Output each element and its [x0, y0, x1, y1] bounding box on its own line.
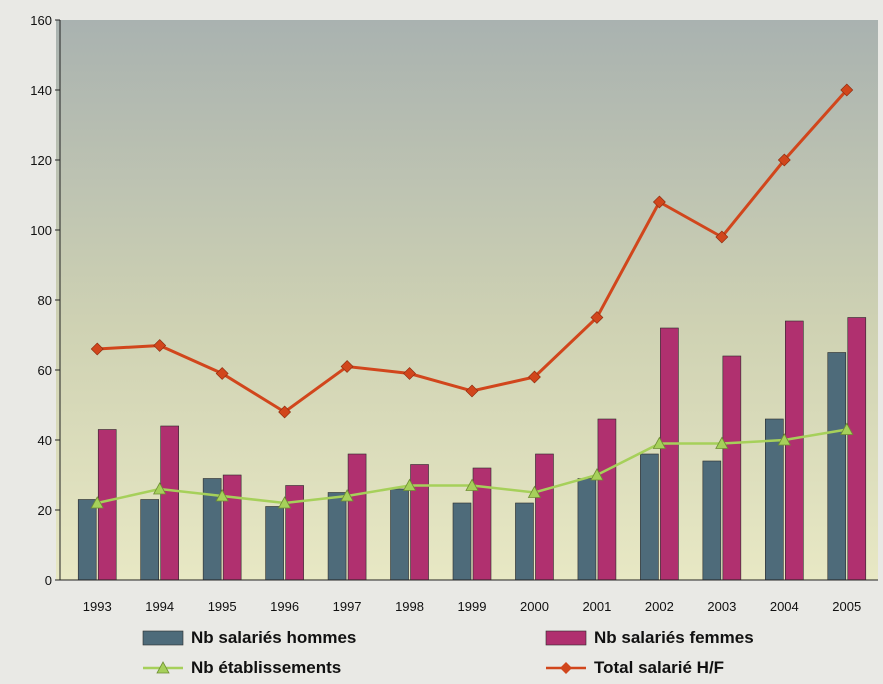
legend-marker-total: [560, 662, 572, 674]
x-tick-label-2001: 2001: [582, 599, 611, 614]
point-etablissements-2005: [840, 422, 854, 435]
x-tick-label-2002: 2002: [645, 599, 674, 614]
bar-hommes-1998: [390, 488, 409, 581]
y-tick-label-20: 20: [38, 503, 52, 518]
point-total-1996: [278, 405, 292, 419]
point-total-1999: [465, 384, 479, 398]
y-tick-label-0: 0: [45, 573, 52, 588]
point-etablissements-1997: [340, 489, 354, 502]
bar-femmes-2002: [660, 327, 679, 581]
point-etablissements-2004: [777, 433, 791, 446]
bar-femmes-2005: [847, 317, 867, 581]
bar-hommes-2003: [702, 460, 722, 581]
point-total-2003: [715, 230, 729, 244]
x-tick-label-2004: 2004: [770, 599, 799, 614]
bar-femmes-2000: [535, 453, 554, 581]
point-etablissements-1999: [465, 478, 479, 491]
bar-femmes-1995: [222, 474, 242, 581]
x-tick-label-1995: 1995: [208, 599, 237, 614]
point-etablissements-1995: [215, 489, 229, 502]
legend-swatch-hommes: [142, 630, 184, 646]
point-total-2002: [652, 195, 666, 209]
point-etablissements-1996: [277, 496, 292, 509]
point-total-1994: [153, 339, 167, 352]
point-etablissements-2003: [715, 436, 729, 449]
point-etablissements-1998: [402, 478, 417, 491]
bar-hommes-1996: [265, 506, 284, 581]
legend-marker-etablissements: [156, 661, 170, 674]
y-tick-label-80: 80: [38, 293, 52, 308]
bar-hommes-2005: [827, 352, 847, 581]
lines-layer: [90, 83, 854, 509]
y-tick-label-40: 40: [38, 433, 52, 448]
bars-layer: [77, 317, 867, 581]
legend-label-total: Total salarié H/F: [594, 658, 724, 677]
point-etablissements-2000: [527, 485, 542, 498]
bar-hommes-1997: [327, 492, 347, 581]
axes-layer: 0 20 40 60 80 100 120 140 160 1993 1994 1995 1996 199…: [30, 13, 878, 614]
bar-femmes-1997: [347, 453, 367, 581]
y-tick-label-60: 60: [38, 363, 52, 378]
bar-femmes-2003: [722, 355, 742, 581]
legend-label-femmes: Nb salariés femmes: [594, 628, 754, 647]
point-etablissements-2002: [652, 436, 667, 449]
point-total-2000: [528, 370, 541, 384]
x-tick-label-1994: 1994: [145, 599, 174, 614]
plot-area: [56, 20, 878, 580]
point-total-2005: [840, 83, 854, 97]
x-tick-label-2003: 2003: [707, 599, 736, 614]
legend-swatch-femmes: [545, 630, 587, 646]
x-tick-label-2005: 2005: [832, 599, 861, 614]
point-total-1995: [215, 367, 229, 380]
y-tick-label-100: 100: [30, 223, 52, 238]
point-total-2004: [777, 153, 791, 167]
x-tick-label-2000: 2000: [520, 599, 549, 614]
y-tick-label-120: 120: [30, 153, 52, 168]
point-total-2001: [590, 311, 604, 324]
point-etablissements-1993: [90, 496, 104, 509]
legend-label-hommes: Nb salariés hommes: [191, 628, 356, 647]
point-total-1997: [340, 360, 354, 373]
y-tick-label-160: 160: [30, 13, 52, 28]
point-total-1998: [403, 367, 416, 380]
bar-femmes-1996: [285, 485, 304, 581]
point-etablissements-2001: [590, 468, 604, 481]
x-tick-label-1998: 1998: [395, 599, 424, 614]
x-tick-label-1999: 1999: [458, 599, 487, 614]
legend: Nb salariés hommes Nb salariés femmes Nb é…: [142, 628, 754, 677]
legend-label-etablissements: Nb établissements: [191, 658, 341, 677]
bar-femmes-2001: [597, 418, 617, 581]
x-tick-label-1993: 1993: [83, 599, 112, 614]
bar-femmes-2004: [785, 320, 804, 581]
x-tick-label-1997: 1997: [333, 599, 362, 614]
bar-hommes-2000: [515, 502, 534, 581]
point-etablissements-1994: [153, 482, 167, 495]
bar-hommes-2002: [640, 453, 659, 581]
x-tick-label-1996: 1996: [270, 599, 299, 614]
bar-femmes-1994: [160, 425, 179, 581]
bar-femmes-1998: [410, 464, 429, 581]
bar-hommes-1999: [452, 502, 472, 581]
y-tick-label-140: 140: [30, 83, 52, 98]
bar-hommes-1994: [140, 499, 159, 581]
bar-hommes-1993: [77, 499, 97, 581]
point-total-1993: [90, 342, 104, 356]
bar-hommes-2001: [577, 478, 597, 581]
